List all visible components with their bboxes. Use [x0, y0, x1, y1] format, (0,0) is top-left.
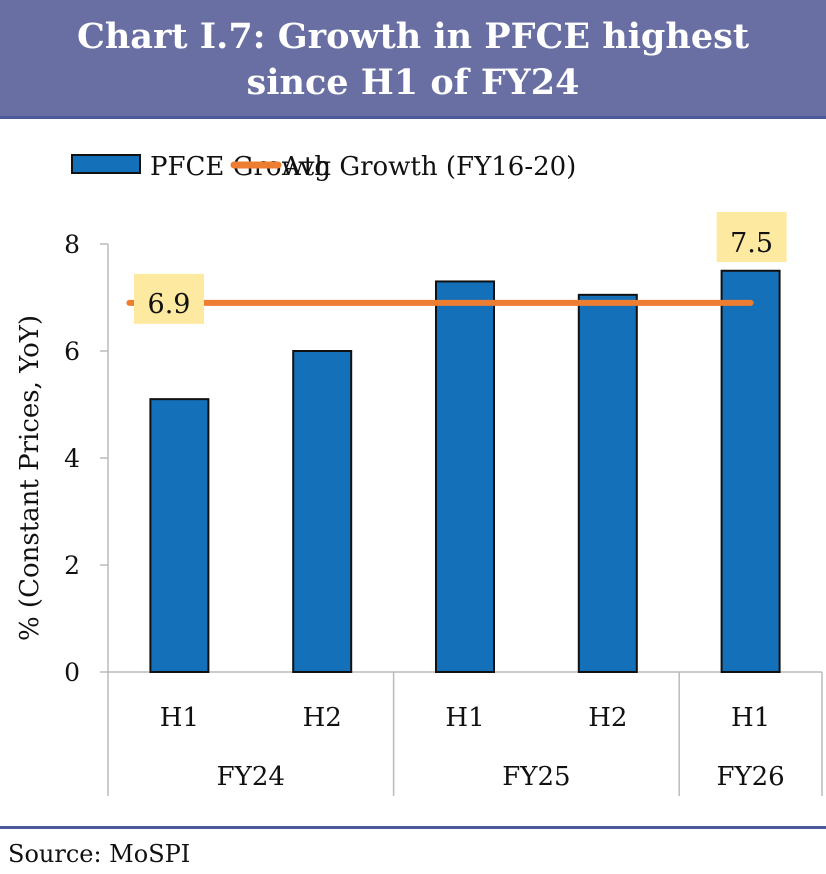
annotation-bg	[716, 212, 787, 262]
legend-label-line: Avg Growth (FY16-20)	[281, 152, 576, 182]
legend-swatch-bar	[71, 154, 141, 174]
group-label: FY26	[716, 762, 784, 792]
group-label: FY24	[217, 762, 285, 792]
annotation-bg	[134, 273, 204, 324]
x-tick-label: H2	[588, 703, 627, 733]
bar	[292, 350, 353, 673]
bar	[577, 293, 638, 673]
bar	[720, 269, 781, 673]
source-divider	[0, 826, 826, 829]
x-tick-label: H1	[160, 703, 199, 733]
y-tick-label: 6	[64, 337, 80, 366]
annotation-avg: 6.9	[148, 289, 191, 320]
bar	[435, 280, 495, 673]
y-tick-label: 4	[64, 444, 80, 473]
y-tick-label: 0	[64, 658, 80, 687]
chart-title: Chart I.7: Growth in PFCE highest since …	[0, 0, 826, 119]
x-tick-label: H2	[303, 703, 342, 733]
y-axis-label: % (Constant Prices, YoY)	[15, 315, 45, 641]
bar	[149, 398, 210, 673]
y-tick-label: 8	[64, 230, 80, 259]
title-line-1: Chart I.7: Growth in PFCE highest	[76, 16, 749, 57]
x-tick-label: H1	[731, 703, 770, 733]
x-tick-label: H1	[445, 703, 484, 733]
source-note: Source: MoSPI	[8, 840, 191, 868]
group-label: FY25	[502, 762, 570, 792]
y-tick-label: 2	[64, 551, 80, 580]
annotation-latest: 7.5	[730, 228, 773, 259]
title-line-2: since H1 of FY24	[246, 62, 580, 103]
